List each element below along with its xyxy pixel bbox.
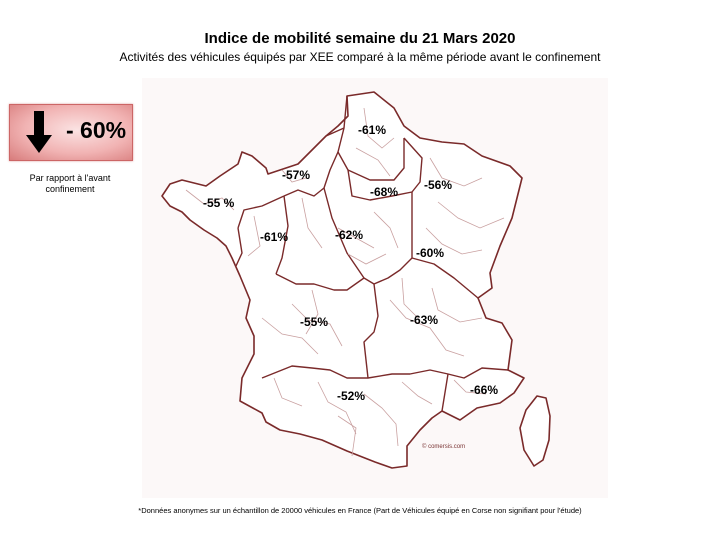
region-label-paca: -66% — [470, 383, 499, 397]
footnote: *Données anonymes sur un échantillon de … — [138, 506, 582, 515]
region-label-pays-de-la-loire: -61% — [260, 230, 289, 244]
france-map: -61% -57% -68% -56% -55 % -61% -62% -60%… — [142, 78, 608, 498]
map-credit: © comersis.com — [422, 444, 466, 450]
region-label-bretagne: -55 % — [203, 196, 235, 210]
region-label-grand-est: -56% — [424, 178, 453, 192]
mainland-outline — [161, 91, 525, 469]
region-label-normandie: -57% — [282, 168, 311, 182]
region-label-hauts-de-france: -61% — [358, 123, 387, 137]
summary-box: - 60% — [9, 104, 133, 161]
summary-caption: Par rapport à l'avant confinement — [29, 173, 111, 194]
department-borders — [185, 107, 505, 457]
chart-title: Indice de mobilité semaine du 21 Mars 20… — [204, 30, 516, 47]
region-label-centre-val-de-loire: -62% — [335, 228, 364, 242]
summary-value: - 60% — [66, 117, 127, 143]
region-label-bourgogne-franche-comte: -60% — [416, 246, 445, 260]
region-label-auvergne-rhone-alpes: -63% — [410, 313, 439, 327]
region-label-nouvelle-aquitaine: -55% — [300, 315, 329, 329]
down-arrow-icon — [26, 111, 52, 153]
chart-subtitle: Activités des véhicules équipés par XEE … — [119, 50, 601, 64]
region-label-ile-de-france: -68% — [370, 185, 399, 199]
france-map-shape — [161, 91, 551, 469]
region-borders — [235, 95, 509, 412]
corsica-outline — [519, 395, 551, 467]
region-label-occitanie: -52% — [337, 389, 366, 403]
